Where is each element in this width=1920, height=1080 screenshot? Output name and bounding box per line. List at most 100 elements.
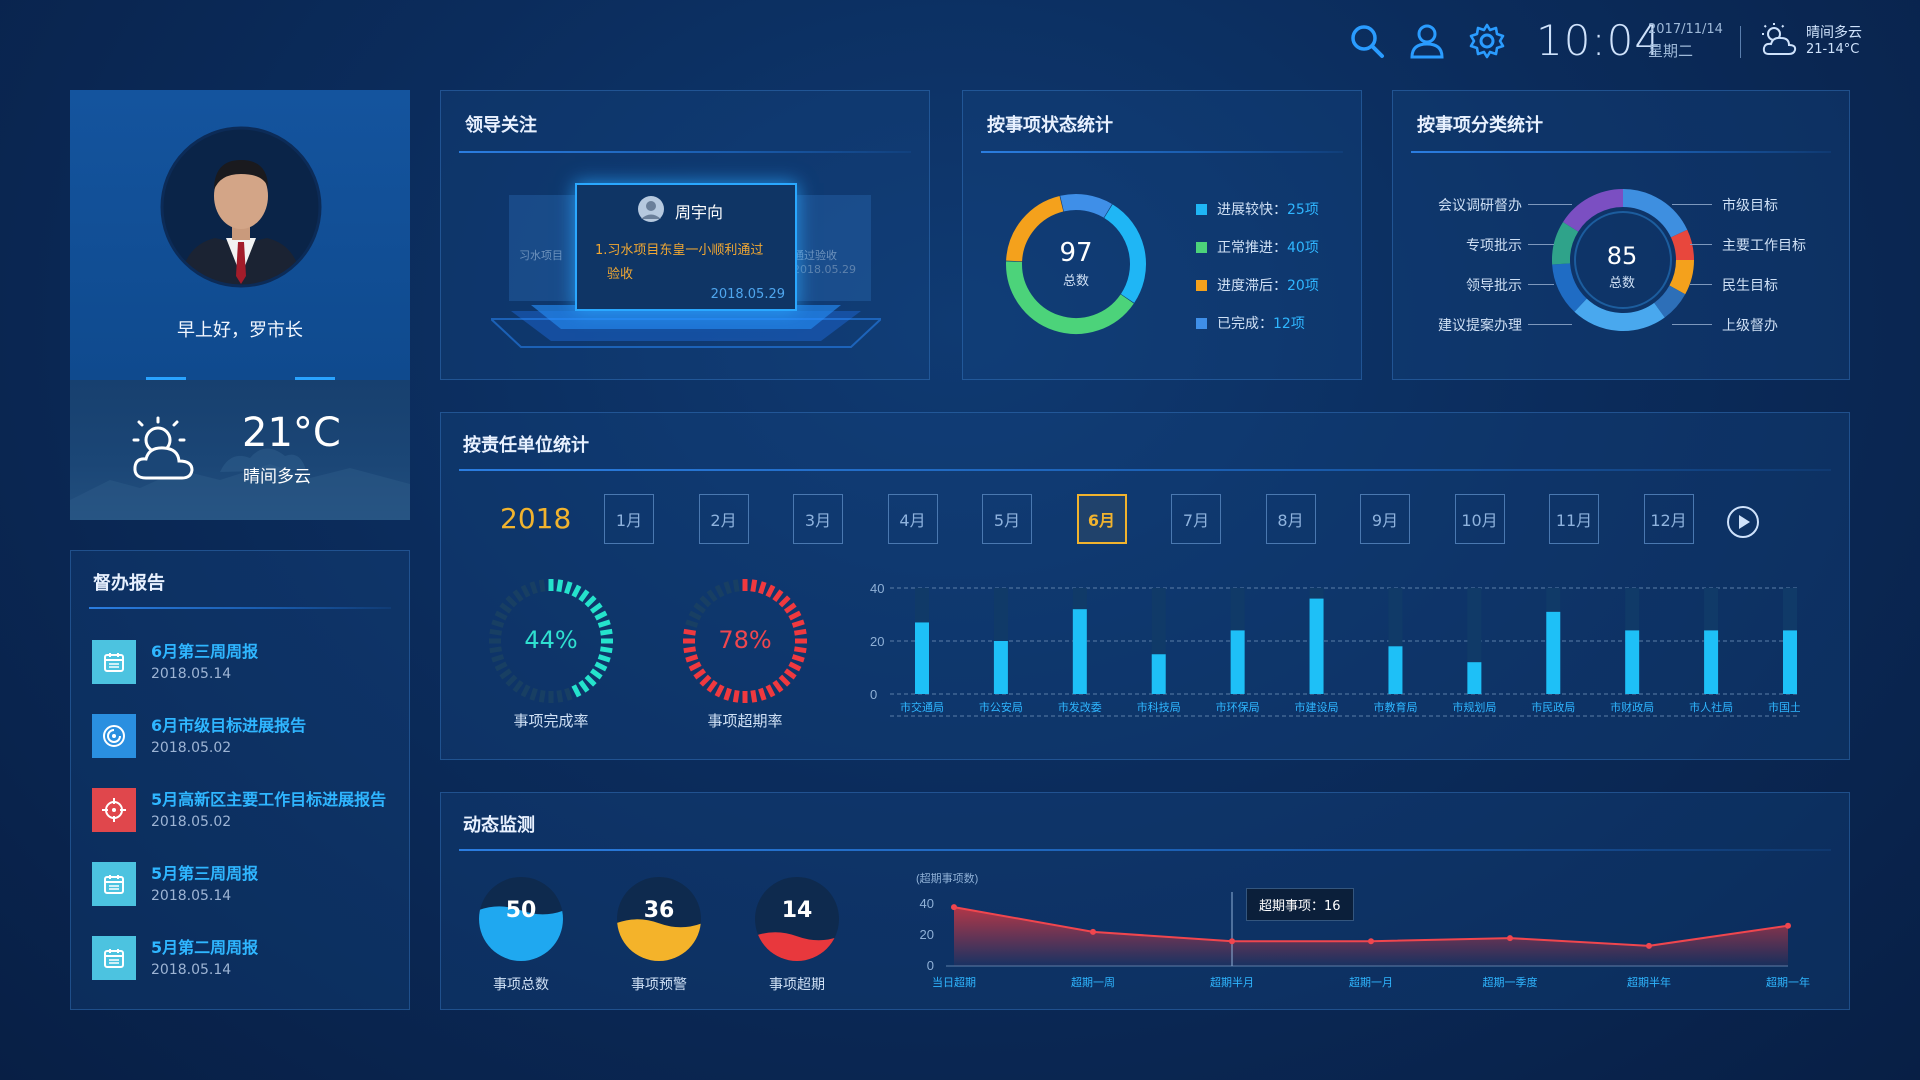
- line-point[interactable]: [1646, 942, 1652, 949]
- gauge-tick: [529, 581, 538, 595]
- month-button[interactable]: 11月: [1549, 494, 1599, 544]
- classify-donut-slice: [1552, 262, 1587, 312]
- classify-total: 85: [1606, 242, 1638, 270]
- gauge-tick: [494, 661, 508, 672]
- gauge-tick: [791, 619, 805, 628]
- report-title: 6月市级目标进展报告: [151, 716, 307, 735]
- month-button[interactable]: 9月: [1360, 494, 1410, 544]
- legend-swatch: [1196, 242, 1207, 253]
- search-icon[interactable]: [1348, 22, 1386, 60]
- report-date: 2018.05.02: [151, 740, 232, 756]
- gear-icon[interactable]: [1468, 22, 1506, 60]
- bar-x-label: 市公安局: [979, 700, 1023, 714]
- bar[interactable]: [1309, 598, 1324, 694]
- month-button[interactable]: 3月: [793, 494, 843, 544]
- report-item[interactable]: 5月第二周周报 2018.05.14: [92, 930, 412, 990]
- avatar[interactable]: [160, 126, 322, 288]
- report-title: 6月第三周周报: [151, 642, 259, 661]
- bar[interactable]: [1783, 630, 1797, 694]
- bar-x-label: 市建设局: [1295, 700, 1339, 714]
- month-button[interactable]: 5月: [982, 494, 1032, 544]
- report-item[interactable]: 5月高新区主要工作目标进展报告 2018.05.02: [92, 782, 412, 842]
- month-button[interactable]: 8月: [1265, 494, 1316, 544]
- bar[interactable]: [915, 622, 929, 694]
- bubble-graphic: [755, 877, 839, 961]
- bar[interactable]: [1151, 654, 1166, 694]
- reports-title-underline: [89, 607, 391, 609]
- gauge-tick: [489, 646, 503, 654]
- bar[interactable]: [993, 641, 1008, 694]
- calendar-icon: [92, 936, 136, 980]
- month-button[interactable]: 1月: [604, 494, 654, 544]
- year-label[interactable]: 2018: [500, 502, 572, 535]
- bar[interactable]: [1625, 630, 1640, 694]
- gauge-tick: [538, 579, 546, 593]
- line-point[interactable]: [1229, 938, 1235, 945]
- classify-donut-slice: [1622, 189, 1688, 238]
- month-button[interactable]: 4月: [887, 494, 938, 544]
- classify-leader-line: [1672, 324, 1712, 325]
- line-point[interactable]: [1368, 938, 1374, 945]
- bar[interactable]: [1230, 630, 1245, 694]
- report-item[interactable]: 5月第三周周报 2018.05.14: [92, 856, 412, 916]
- leader-side-card-right-date: 2018.05.29: [793, 263, 856, 276]
- classify-leader-line: [1672, 204, 1712, 205]
- month-button[interactable]: 2月: [698, 494, 749, 544]
- status-legend-item[interactable]: 进展较快：25项: [1196, 199, 1319, 219]
- gauge-tick: [723, 581, 732, 595]
- bar[interactable]: [1546, 611, 1561, 694]
- line-point[interactable]: [1090, 928, 1096, 935]
- play-icon[interactable]: [1726, 505, 1760, 539]
- gauge-tick: [783, 668, 797, 680]
- line-point[interactable]: [1507, 935, 1513, 942]
- status-legend-item[interactable]: 已完成：12项: [1196, 313, 1305, 333]
- classify-donut-slice: [1563, 189, 1624, 232]
- month-button[interactable]: 6月: [1076, 494, 1127, 544]
- report-title: 5月第三周周报: [151, 864, 259, 883]
- leader-side-card-left-text: 习水项目: [519, 249, 563, 262]
- bar[interactable]: [1388, 646, 1403, 694]
- gauge-tick: [706, 589, 718, 603]
- profile-tab-indicator-right: [295, 377, 335, 380]
- user-icon[interactable]: [1408, 22, 1446, 60]
- leader-focus-card[interactable]: 周宇向 1.习水项目东皇一小顺利通过 验收 2018.05.29: [575, 183, 797, 311]
- header-temp-range: 21-14°C: [1806, 42, 1860, 57]
- bar-x-label: 市规划局: [1452, 700, 1496, 714]
- gauge-tick: [538, 689, 546, 703]
- line-y-tick: 0: [927, 958, 934, 973]
- gauge-tick: [589, 602, 603, 614]
- bar[interactable]: [1072, 609, 1087, 694]
- line-x-label: 超期一月: [1349, 975, 1393, 989]
- report-item[interactable]: 6月第三周周报 2018.05.14: [92, 634, 412, 694]
- gauge-tick: [599, 628, 613, 636]
- monitor-bubble[interactable]: 14 事项超期: [754, 876, 840, 1006]
- bar[interactable]: [1704, 630, 1719, 694]
- month-button[interactable]: 7月: [1171, 494, 1221, 544]
- monitor-bubble[interactable]: 36 事项预警: [616, 876, 702, 1006]
- bar[interactable]: [1467, 662, 1482, 694]
- line-x-label: 超期半月: [1210, 975, 1254, 989]
- status-donut-slice: [1103, 204, 1146, 303]
- classify-panel: 按事项分类统计: [1392, 90, 1850, 380]
- classify-right-label: 上级督办: [1722, 318, 1778, 334]
- legend-value: 25项: [1287, 202, 1319, 218]
- month-button[interactable]: 10月: [1454, 494, 1505, 544]
- classify-donut-slice: [1552, 221, 1579, 265]
- line-y-tick: 20: [920, 927, 934, 942]
- classify-left-label: 专项批示: [1466, 238, 1522, 254]
- line-point[interactable]: [1785, 922, 1791, 929]
- gauge-tick: [772, 679, 784, 693]
- leader-title: 领导关注: [465, 115, 537, 136]
- report-item[interactable]: 6月市级目标进展报告 2018.05.02: [92, 708, 412, 768]
- classify-leader-line: [1528, 204, 1572, 205]
- clock-weekday: 星期二: [1648, 42, 1694, 60]
- completion-rate-value: 44%: [524, 626, 578, 654]
- status-legend-item[interactable]: 正常推进：40项: [1196, 237, 1319, 257]
- status-legend-item[interactable]: 进度滞后：20项: [1196, 275, 1319, 295]
- unit-title-underline: [459, 469, 1831, 471]
- month-button[interactable]: 12月: [1643, 494, 1694, 544]
- gauge-tick: [778, 674, 791, 687]
- line-point[interactable]: [951, 904, 957, 911]
- monitor-bubble[interactable]: 50 事项总数: [478, 876, 564, 1006]
- classify-leader-line: [1528, 244, 1554, 245]
